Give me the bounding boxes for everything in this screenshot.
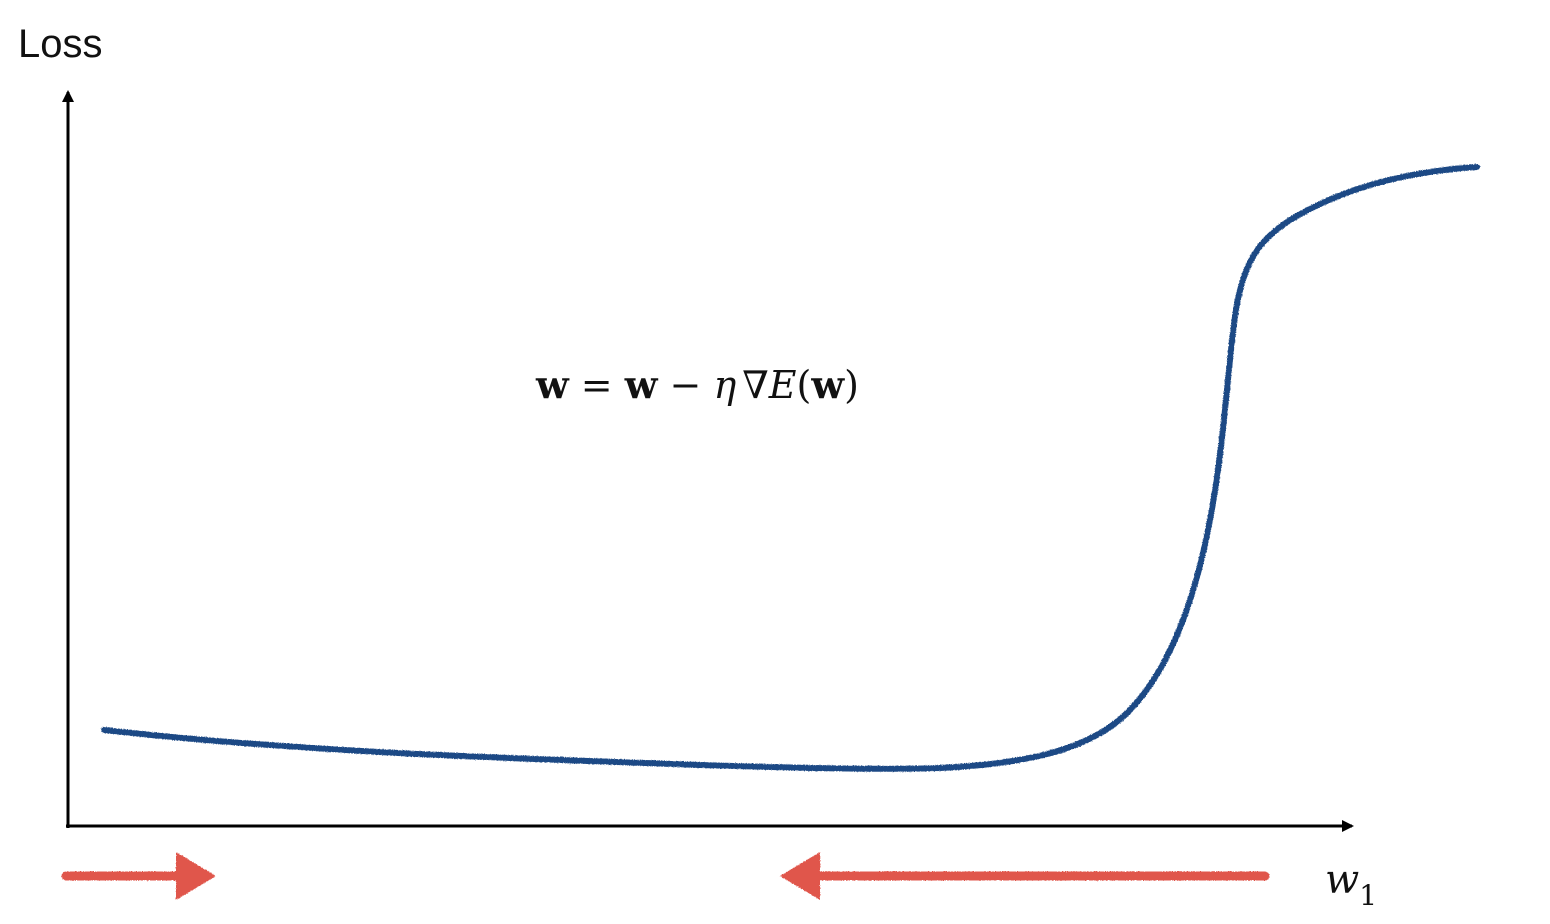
formula-e: E xyxy=(768,363,797,407)
x-axis-label: w1 xyxy=(1325,857,1377,912)
formula-equals: = xyxy=(569,363,625,407)
formula-lhs: w xyxy=(535,362,570,407)
update-rule-formula: w = w − η ∇E(w) xyxy=(535,362,859,407)
formula-close-paren: ) xyxy=(844,363,859,407)
formula-eta: η xyxy=(713,363,736,407)
formula-nabla: ∇ xyxy=(742,363,769,407)
left-arrow xyxy=(61,852,216,900)
formula-arg: w xyxy=(810,362,845,407)
loss-curve xyxy=(101,164,1480,772)
right-arrow-head xyxy=(780,852,820,900)
formula-minus: − xyxy=(657,363,713,407)
x-axis-label-base: w xyxy=(1325,857,1359,903)
y-axis-label: Loss xyxy=(18,22,103,66)
formula-rhs-w: w xyxy=(624,362,659,407)
formula-open-paren: ( xyxy=(797,363,812,407)
left-arrow-head xyxy=(176,852,216,900)
right-arrow xyxy=(780,852,1270,900)
x-axis-label-subscript: 1 xyxy=(1359,879,1377,912)
